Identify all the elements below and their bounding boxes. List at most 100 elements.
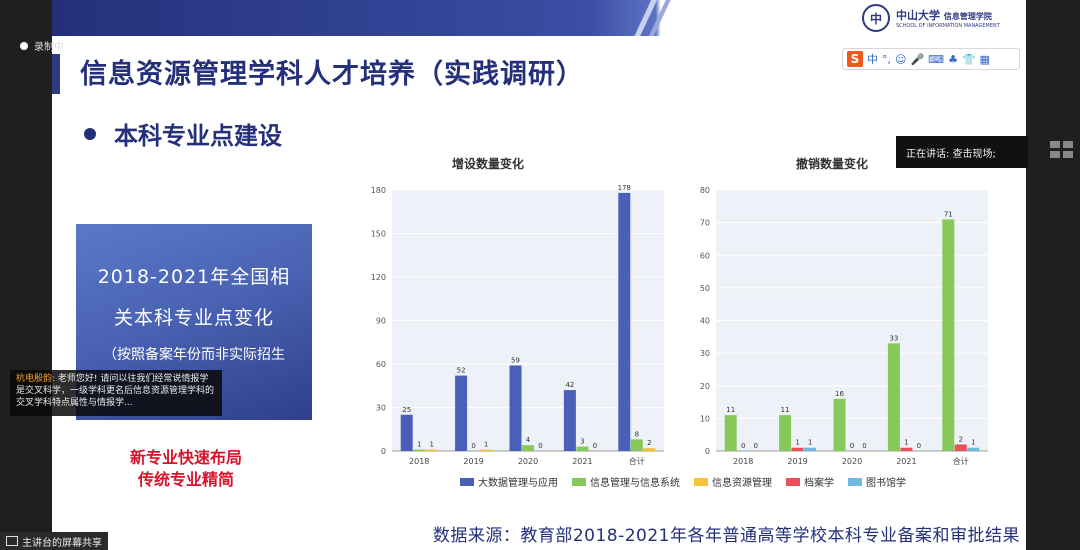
bar-value-label: 1 [417, 441, 421, 449]
logo-seal-icon: 中 [862, 4, 890, 32]
legend-item: 信息资源管理 [694, 474, 772, 489]
chart-title-removed: 撤销数量变化 [796, 157, 869, 171]
bar-value-label: 4 [526, 436, 531, 444]
chart-title-added: 增设数量变化 [452, 157, 525, 171]
bar-value-label: 71 [944, 210, 953, 218]
bar [576, 446, 589, 451]
x-tick-label: 合计 [629, 456, 645, 466]
bullet-icon [84, 127, 96, 140]
sogou-logo-icon[interactable]: S [847, 51, 863, 67]
bar-value-label: 0 [862, 442, 866, 450]
bar [942, 219, 955, 451]
bar-value-label: 0 [471, 442, 475, 450]
bar-value-label: 52 [457, 367, 466, 375]
bar [630, 439, 643, 451]
x-tick-label: 2021 [896, 457, 916, 466]
recording-label: 录制中 [34, 42, 64, 53]
y-tick-label: 0 [705, 447, 710, 456]
y-tick-label: 70 [700, 219, 710, 228]
bar [791, 447, 804, 451]
chart-legend: 大数据管理与应用 信息管理与信息系统 信息资源管理 档案学 图书馆学 [460, 474, 906, 489]
bar-value-label: 59 [511, 356, 520, 364]
x-tick-label: 合计 [953, 456, 969, 466]
legend-item: 大数据管理与应用 [460, 474, 558, 489]
title-accent-bar [52, 54, 60, 94]
university-logo: 中 中山大学 信息管理学院 SCHOOL OF INFORMATION MANA… [862, 4, 1000, 32]
bar-value-label: 16 [835, 390, 844, 398]
y-tick-label: 60 [700, 251, 710, 260]
bar-value-label: 33 [889, 334, 898, 342]
bar-value-label: 1 [904, 439, 908, 447]
layout-toggle-icon[interactable] [1048, 138, 1076, 162]
screen-share-text: 主讲台的屏幕共享 [22, 537, 102, 549]
y-tick-label: 30 [376, 404, 386, 413]
x-tick-label: 2018 [409, 457, 429, 466]
bar-value-label: 0 [538, 442, 542, 450]
ime-menu-icon[interactable]: ▦ [979, 52, 991, 66]
bar [618, 192, 631, 451]
ime-item[interactable]: 中 [867, 53, 878, 66]
x-tick-label: 2020 [842, 457, 862, 466]
bar-value-label: 2 [959, 435, 963, 443]
bar-value-label: 0 [850, 442, 854, 450]
y-tick-label: 10 [700, 414, 710, 423]
summary-line-3: （按照备案年份而非实际招生 [103, 347, 285, 363]
bar-value-label: 25 [402, 406, 411, 414]
bar-value-label: 1 [484, 441, 488, 449]
chat-text: 老师您好! 请问以往我们经常说情报学是交叉科学，一级学科更名后信息资源管理学科的… [16, 374, 215, 408]
ime-keyboard-icon[interactable]: ⌨ [928, 52, 945, 66]
ime-tool-icon[interactable]: ♣ [948, 52, 958, 66]
x-tick-label: 2018 [733, 457, 753, 466]
y-tick-label: 40 [700, 317, 710, 326]
bar-value-label: 0 [917, 442, 921, 450]
header-stripe-decoration [612, 0, 692, 36]
bar-value-label: 1 [971, 439, 975, 447]
bar-value-label: 0 [753, 442, 757, 450]
bar [967, 447, 980, 451]
y-tick-label: 60 [376, 360, 386, 369]
slide: 中 中山大学 信息管理学院 SCHOOL OF INFORMATION MANA… [52, 0, 1026, 550]
y-tick-label: 20 [700, 382, 710, 391]
bar-value-label: 0 [741, 442, 745, 450]
y-tick-label: 80 [700, 186, 710, 195]
y-tick-label: 30 [700, 349, 710, 358]
bar-value-label: 1 [808, 439, 812, 447]
bar [425, 449, 438, 451]
bar [522, 445, 534, 451]
ime-punct-icon[interactable]: °, [882, 52, 891, 66]
summary-line-2: 关本科专业点变化 [113, 307, 274, 329]
bar-value-label: 178 [618, 184, 631, 192]
bar-value-label: 8 [635, 430, 639, 438]
x-tick-label: 2020 [518, 457, 538, 466]
bar [804, 447, 817, 451]
y-tick-label: 0 [381, 447, 386, 456]
conclusion-line-2: 传统专业精简 [137, 470, 234, 489]
slide-subtitle: 本科专业点建设 [84, 116, 282, 151]
bar [833, 398, 846, 451]
bar-value-label: 1 [795, 439, 799, 447]
bar-value-label: 42 [565, 381, 574, 389]
ime-mic-icon[interactable]: 🎤 [910, 52, 925, 66]
screen-share-label[interactable]: 主讲台的屏幕共享 [0, 532, 108, 550]
bar-value-label: 11 [781, 406, 790, 414]
ime-skin-icon[interactable]: 👕 [961, 52, 976, 66]
y-tick-label: 180 [371, 186, 386, 195]
recording-indicator: 录制中 [20, 38, 64, 53]
bar [887, 343, 900, 451]
legend-item: 图书馆学 [848, 474, 906, 489]
y-tick-label: 50 [700, 284, 710, 293]
x-tick-label: 2019 [463, 457, 483, 466]
bar [563, 390, 576, 451]
bar [643, 448, 656, 451]
ime-emoji-icon[interactable]: ☺ [895, 52, 907, 66]
bar [480, 449, 493, 451]
bar-value-label: 1 [429, 441, 433, 449]
screen-share-icon [6, 536, 18, 546]
bar [413, 449, 426, 451]
conclusion-text: 新专业快速布局 传统专业精简 [82, 447, 290, 491]
ime-toolbar[interactable]: S 中 °, ☺ 🎤 ⌨ ♣ 👕 ▦ [842, 48, 1020, 70]
x-tick-label: 2019 [787, 457, 807, 466]
legend-item: 档案学 [786, 474, 834, 489]
